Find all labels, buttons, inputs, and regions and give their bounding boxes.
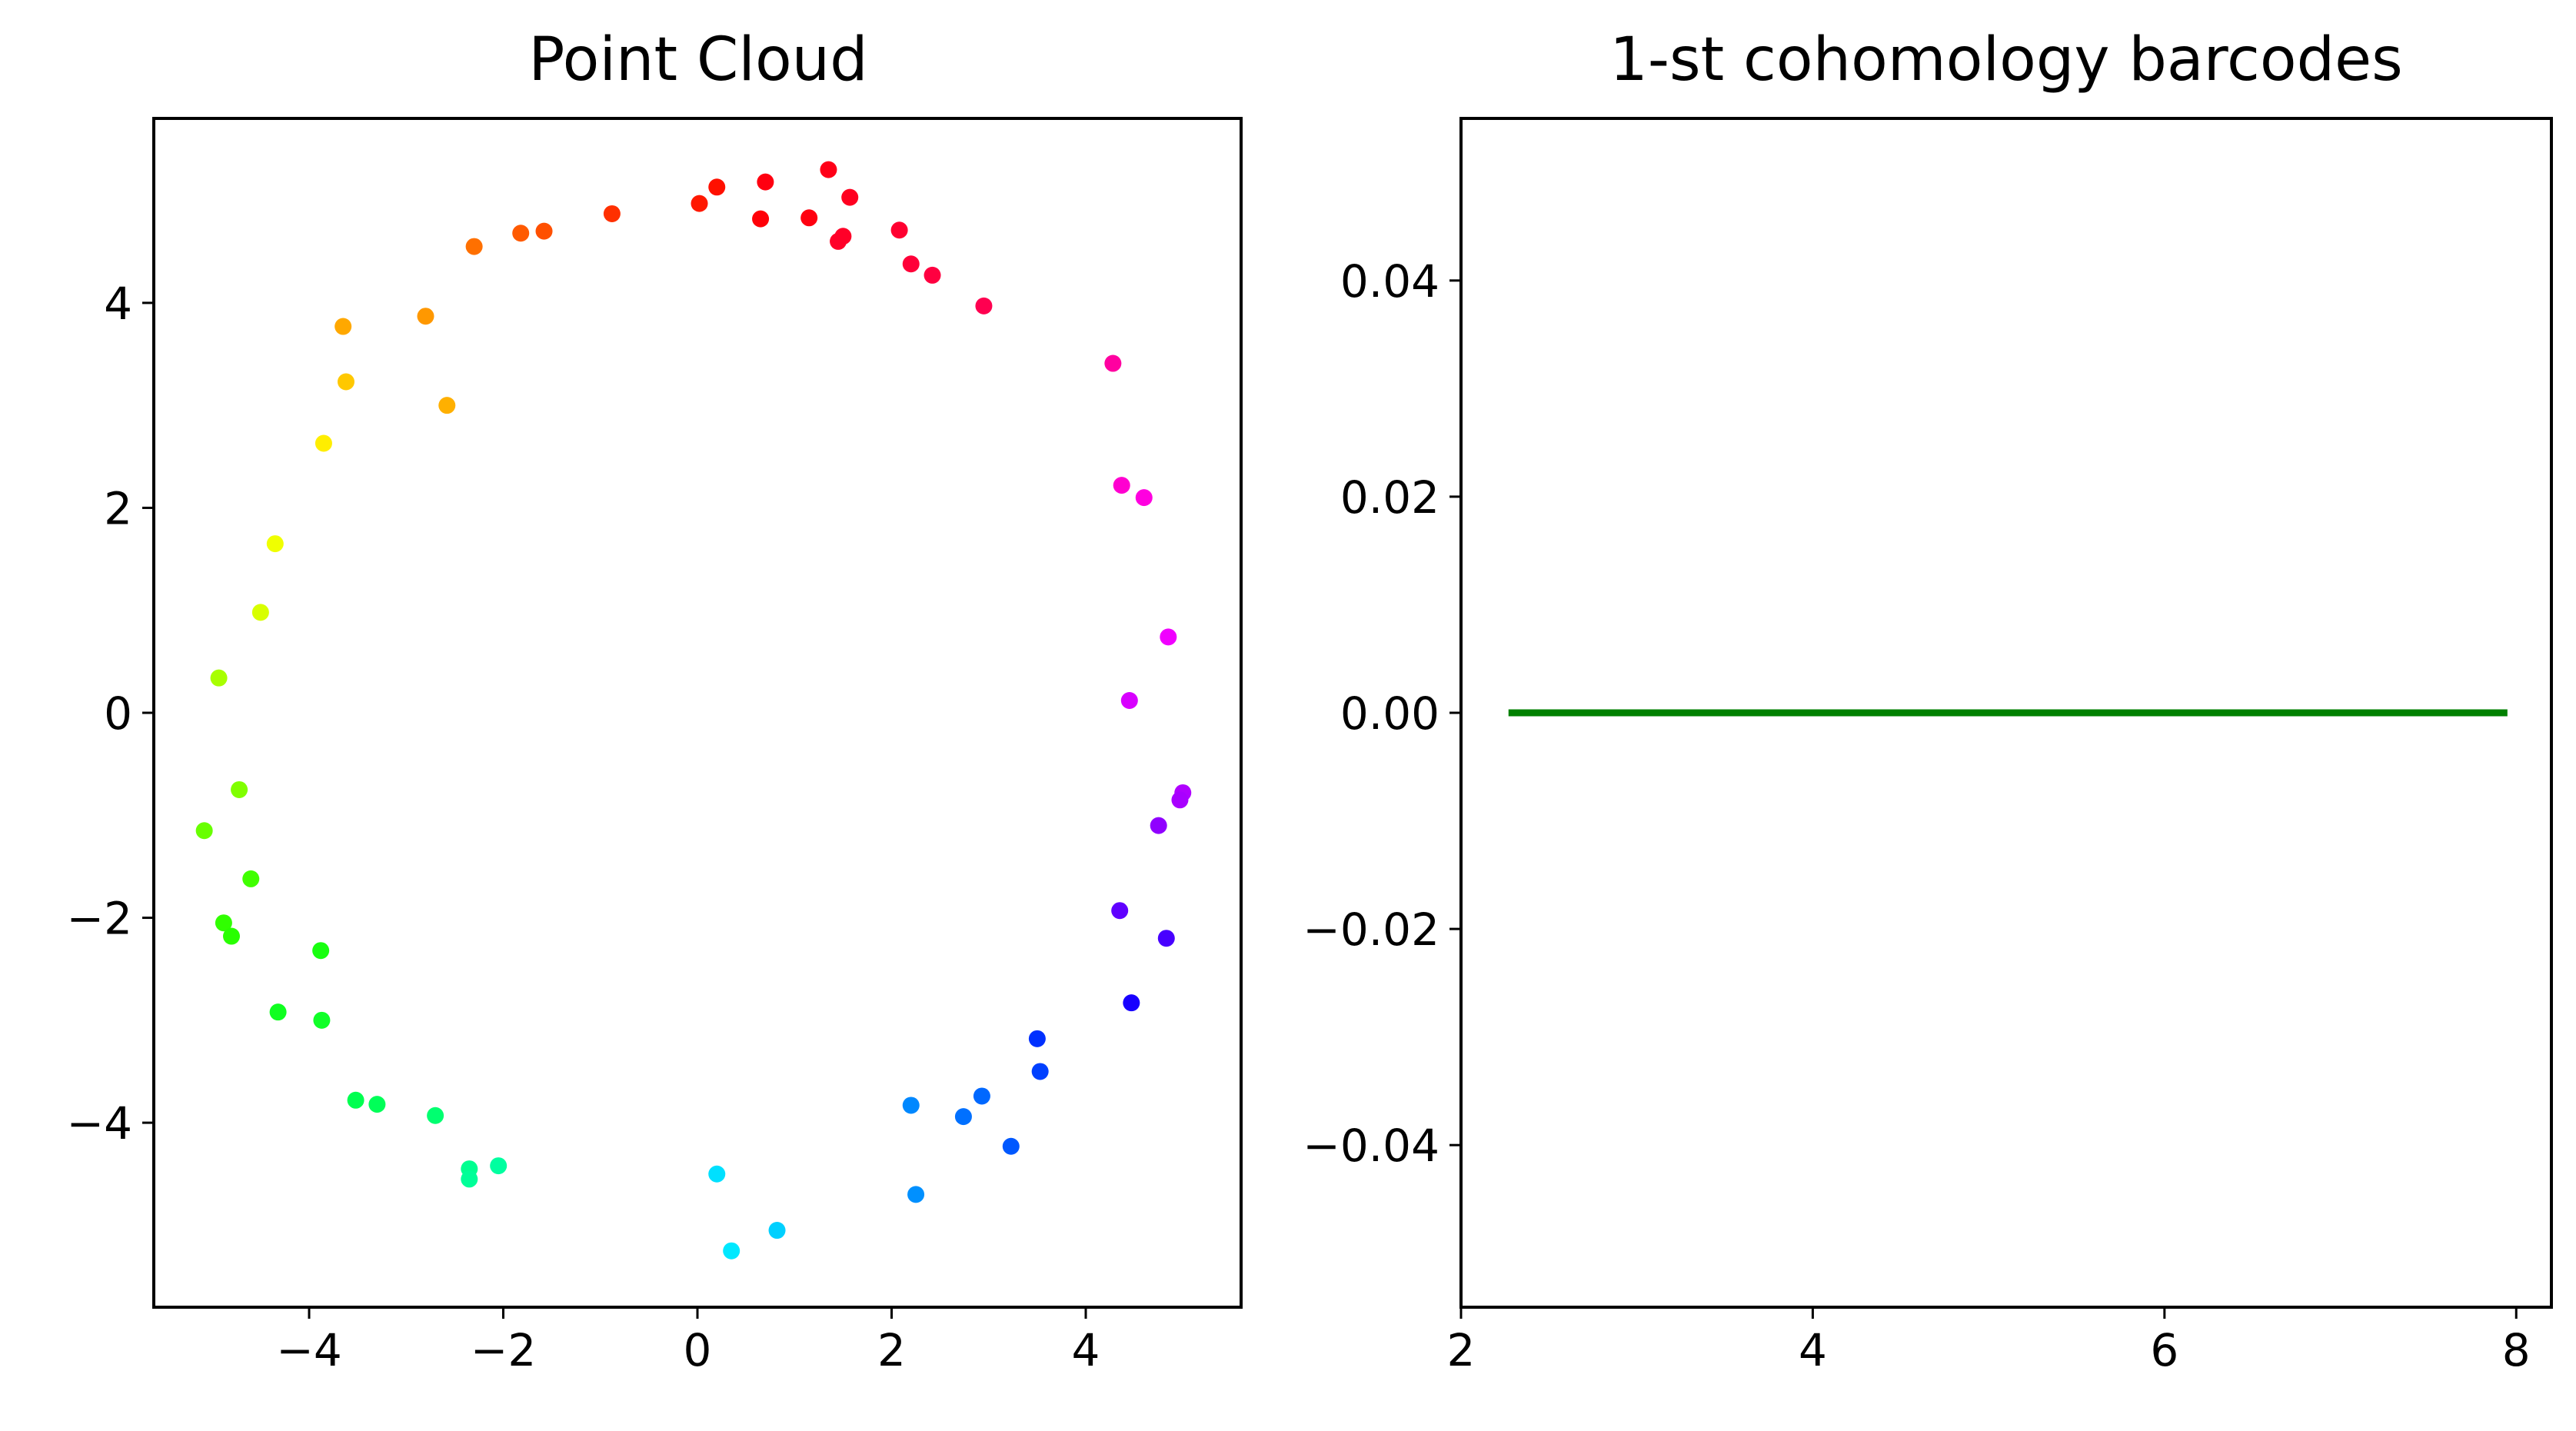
point-cloud-axes-frame [152,117,1243,1309]
right-y-tick-label: −0.02 [1303,904,1439,956]
point-cloud-title: Point Cloud [528,25,867,95]
scatter-point [1104,354,1122,372]
left-y-tick-label: 2 [104,482,132,534]
scatter-point [907,1186,925,1203]
scatter-point [347,1091,364,1109]
scatter-point [465,238,483,255]
scatter-point [242,870,260,887]
scatter-point [841,188,859,206]
scatter-point [1160,628,1177,646]
left-x-tick-label: −2 [471,1324,537,1376]
scatter-point [438,397,456,414]
scatter-point [924,266,941,284]
scatter-point [1120,692,1138,710]
scatter-point [368,1096,386,1113]
scatter-point [512,225,530,242]
scatter-point [768,1222,786,1240]
right-y-tick-label: 0.02 [1340,471,1439,524]
barcodes-axes-frame [1459,117,2553,1309]
left-x-tick-label: −4 [276,1324,342,1376]
scatter-point [975,297,993,314]
scatter-point [313,1011,331,1029]
scatter-point [1123,994,1140,1012]
scatter-point [890,221,908,239]
left-y-tick-label: 4 [104,278,132,330]
scatter-point [723,1242,741,1260]
right-x-tick-label: 2 [1447,1324,1476,1376]
scatter-point [490,1157,508,1175]
scatter-point [269,1003,287,1021]
scatter-point [752,210,770,228]
left-y-tick-label: 0 [104,687,132,740]
scatter-point [1113,477,1130,494]
left-x-tick-label: 2 [877,1324,906,1376]
scatter-point [1002,1137,1020,1155]
left-x-axis-ticks: −4 −2 0 2 4 [276,1307,1100,1376]
scatter-point [427,1107,444,1124]
scatter-point [830,232,847,250]
scatter-point [757,173,774,191]
right-x-tick-label: 4 [1799,1324,1827,1376]
barcodes-title: 1-st cohomology barcodes [1609,25,2403,95]
scatter-point [973,1087,990,1105]
scatter-point [1150,817,1167,834]
scatter-point [334,318,352,335]
right-y-tick-label: 0.04 [1340,255,1439,308]
scatter-point [691,195,708,212]
scatter-point [902,255,920,273]
scatter-point [312,942,330,960]
left-y-tick-label: −4 [67,1097,133,1150]
scatter-point [461,1170,478,1188]
scatter-point [215,914,232,932]
scatter-point [1157,930,1175,947]
scatter-point [223,927,240,945]
scatter-point [337,373,354,391]
scatter-point [315,434,332,452]
scatter-point [603,205,621,222]
scatter-point [195,822,213,840]
right-y-axis-ticks: −0.04 −0.02 0.00 0.02 0.04 [1303,255,1461,1172]
scatter-point [417,308,434,325]
right-y-tick-label: 0.00 [1340,687,1439,740]
scatter-point [251,604,269,621]
scatter-point [231,780,248,798]
scatter-point [820,161,837,178]
right-y-tick-label: −0.04 [1303,1120,1439,1172]
right-x-axis-ticks: 2 4 6 8 [1447,1307,2531,1376]
left-y-tick-label: −2 [67,893,133,945]
scatter-point [708,178,726,196]
scatter-point [954,1108,972,1126]
left-y-axis-ticks: −4 −2 0 2 4 [67,278,154,1150]
scatter-point [1135,489,1153,507]
point-cloud-subplot: Point Cloud −4 −2 0 2 4 −4 −2 0 2 4 [67,25,1243,1376]
scatter-point [266,535,284,553]
scatter-point [1028,1030,1046,1047]
right-x-tick-label: 6 [2150,1324,2178,1376]
scatter-point [800,209,818,227]
right-x-tick-label: 8 [2502,1324,2531,1376]
scatter-point [902,1097,920,1114]
left-x-tick-label: 0 [684,1324,712,1376]
scatter-point [1171,791,1189,809]
scatter-point [535,222,553,240]
scatter-point [1031,1063,1049,1080]
scatter-point [1111,902,1129,920]
scatter-point [708,1165,726,1183]
scatter-point [210,669,228,687]
barcodes-subplot: 1-st cohomology barcodes 2 4 6 8 −0.04 −0.02… [1303,25,2553,1376]
left-x-tick-label: 4 [1072,1324,1100,1376]
scatter-points [195,161,1192,1260]
